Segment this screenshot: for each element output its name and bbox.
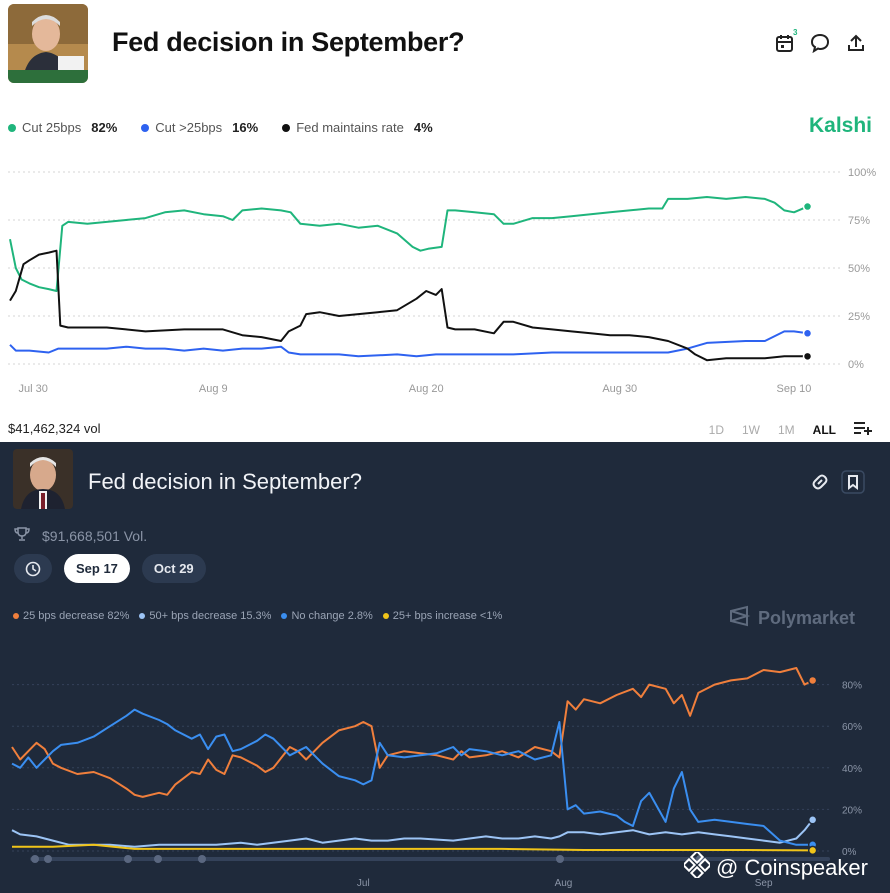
volume-label: $91,668,501 Vol. — [42, 527, 148, 544]
kalshi-logo: Kalshi — [808, 114, 872, 137]
page-title: Fed decision in September? — [112, 27, 465, 57]
market-thumbnail — [13, 449, 73, 509]
legend-item-50bps-decrease[interactable]: 50+ bps decrease 15.3% — [139, 610, 271, 622]
series-line-25-bps-decrease — [11, 667, 814, 798]
polymarket-panel: Fed decision in September? $91,668,501 V… — [0, 442, 890, 893]
legend-label: 50+ bps decrease 15.3% — [149, 610, 272, 622]
series-line-50-bps-decrease — [11, 819, 814, 848]
timeline-marker — [44, 855, 52, 863]
x-tick-label: Jul 30 — [19, 383, 48, 395]
tab-oct-29[interactable]: Oct 29 — [141, 554, 206, 583]
chart-legend: Cut 25bps 82% Cut >25bps 16% Fed maintains… — [8, 120, 433, 135]
legend-dot — [139, 613, 146, 619]
legend-dot — [141, 123, 150, 132]
range-1w[interactable]: 1W — [742, 422, 760, 437]
clock-icon[interactable] — [14, 554, 52, 583]
timeline-track — [30, 857, 830, 861]
tab-sep-17[interactable]: Sep 17 — [64, 554, 130, 583]
legend-item-cut-25bps[interactable]: Cut 25bps 82% — [8, 120, 117, 135]
page-title: Fed decision in September? — [88, 469, 362, 494]
trophy-icon — [14, 526, 30, 545]
x-tick-label: Jul — [357, 878, 370, 889]
share-icon[interactable] — [846, 33, 866, 53]
playlist-add-icon[interactable] — [854, 421, 872, 438]
series-line-cut-25bps — [9, 196, 808, 292]
legend-item-25bps-decrease[interactable]: 25 bps decrease 82% — [13, 610, 129, 622]
y-tick-label: 80% — [842, 681, 862, 692]
legend-label: Cut >25bps — [155, 120, 223, 135]
series-line-no-change — [11, 708, 813, 846]
chart-legend: 25 bps decrease 82% 50+ bps decrease 15.… — [13, 610, 502, 622]
y-tick-label: 40% — [842, 764, 862, 775]
legend-label: Fed maintains rate — [296, 120, 404, 135]
timeline-marker — [124, 855, 132, 863]
volume-row: $91,668,501 Vol. — [14, 526, 147, 545]
calendar-badge: 3 — [793, 28, 798, 37]
legend-value: 16% — [232, 120, 259, 135]
y-tick-label: 50% — [848, 263, 870, 275]
kalshi-chart[interactable]: 100% 75% 50% 25% 0% Jul 30 Aug 9 Aug 20 Aug 30 Se… — [0, 150, 890, 400]
y-tick-label: 0% — [842, 847, 857, 858]
series-endpoint-25-bps-increase — [807, 845, 818, 856]
x-tick-label: Aug 20 — [409, 383, 444, 395]
market-thumbnail — [8, 4, 88, 83]
range-all[interactable]: ALL — [812, 422, 836, 437]
timeline-marker — [31, 855, 39, 863]
legend-item-fed-maintains[interactable]: Fed maintains rate 4% — [282, 120, 433, 135]
y-tick-label: 0% — [848, 359, 864, 371]
legend-dot — [8, 123, 16, 132]
legend-item-25bps-increase[interactable]: 25+ bps increase <1% — [382, 610, 503, 622]
timeline-marker — [556, 855, 564, 863]
x-tick-label: Aug — [555, 878, 573, 889]
y-tick-label: 60% — [842, 722, 862, 733]
legend-label: No change 2.8% — [291, 610, 373, 622]
watermark-text: @ Coinspeaker — [716, 855, 868, 880]
link-icon[interactable] — [808, 470, 832, 494]
x-tick-label: Sep 10 — [777, 383, 812, 395]
legend-dot — [382, 613, 389, 619]
bookmark-icon[interactable] — [841, 470, 865, 494]
polymarket-chart[interactable]: 80% 60% 40% 20% 0% Jul Aug Sep — [0, 637, 890, 893]
legend-label: 25 bps decrease 82% — [23, 610, 130, 622]
legend-value: 4% — [413, 120, 433, 135]
series-line-fed-maintains-rate — [9, 249, 808, 362]
series-line-cut-25bps — [9, 330, 808, 358]
coinspeaker-logo-icon — [681, 849, 713, 884]
timeline-marker — [198, 855, 206, 863]
y-tick-label: 25% — [848, 311, 870, 323]
timeline-marker — [154, 855, 162, 863]
legend-label: Cut 25bps — [22, 120, 82, 135]
series-endpoint-50-bps-decrease — [807, 815, 818, 825]
y-tick-label: 75% — [848, 215, 870, 227]
polymarket-brand: Polymarket — [758, 608, 856, 628]
x-tick-label: Sep — [755, 878, 773, 889]
legend-dot — [13, 613, 19, 619]
series-endpoint-cut-25bps — [802, 328, 813, 339]
legend-item-no-change[interactable]: No change 2.8% — [281, 610, 373, 622]
series-endpoint-cut-25bps — [802, 201, 813, 212]
kalshi-panel: Fed decision in September? 3 Cut 25bps 82… — [0, 0, 890, 442]
legend-dot — [281, 613, 288, 619]
polymarket-logo-icon — [729, 605, 751, 632]
volume-label: $41,462,324 vol — [8, 421, 101, 436]
x-tick-label: Aug 9 — [199, 383, 228, 395]
y-tick-label: 100% — [848, 167, 876, 179]
legend-label: 25+ bps increase <1% — [392, 610, 503, 622]
range-1m[interactable]: 1M — [778, 422, 795, 437]
legend-dot — [282, 123, 291, 132]
comment-icon[interactable] — [810, 33, 830, 54]
x-tick-label: Aug 30 — [602, 383, 637, 395]
calendar-icon[interactable] — [775, 33, 795, 53]
polymarket-logo: Polymarket — [729, 605, 855, 632]
y-tick-label: 20% — [842, 805, 862, 816]
series-endpoint-25-bps-decrease — [807, 675, 818, 686]
range-selector: 1D 1W 1M ALL — [709, 421, 872, 438]
range-1d[interactable]: 1D — [708, 422, 724, 437]
series-endpoint-fed-maintains-rate — [802, 351, 813, 362]
date-tabs: Sep 17 Oct 29 — [14, 554, 206, 583]
series-line-25-bps-increase — [12, 843, 813, 852]
coinspeaker-watermark: @ Coinspeaker — [681, 849, 868, 884]
legend-value: 82% — [91, 120, 118, 135]
legend-item-cut-over-25bps[interactable]: Cut >25bps 16% — [141, 120, 258, 135]
